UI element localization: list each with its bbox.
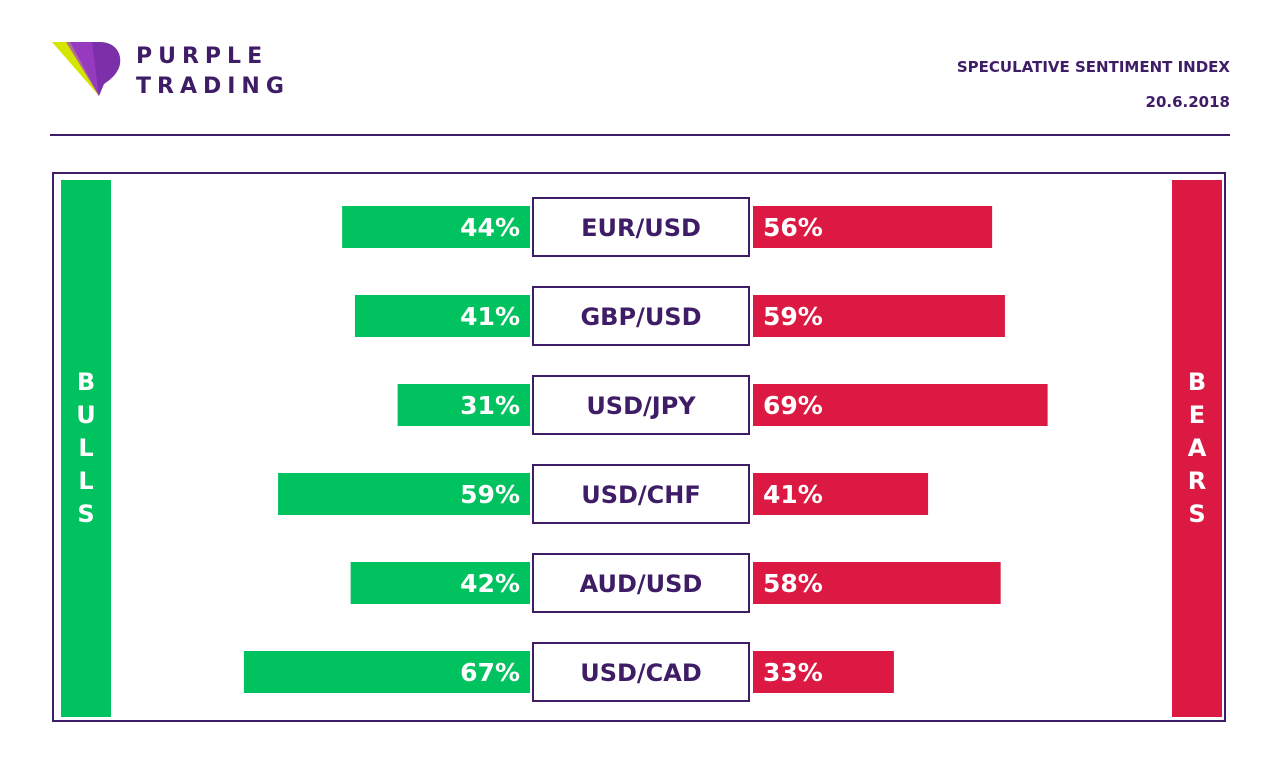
bull-bar <box>354 295 530 337</box>
bull-bar <box>342 206 530 248</box>
bull-bar <box>350 562 530 604</box>
brand-line-1: PURPLE <box>136 44 269 69</box>
bull-bar <box>397 384 530 426</box>
bear-bar <box>753 651 894 693</box>
purple-trading-logo-icon <box>52 42 121 96</box>
brand-name: PURPLE TRADING <box>136 42 290 102</box>
header-divider <box>50 134 1230 136</box>
pair-box <box>532 197 750 257</box>
bull-bar <box>278 473 530 515</box>
currency-pair-label: AUD/USD <box>580 570 703 598</box>
bull-value-label: 59% <box>460 480 520 509</box>
bear-value-label: 58% <box>763 569 823 598</box>
pair-box <box>532 553 750 613</box>
bull-value-label: 44% <box>460 213 520 242</box>
bull-value-label: 31% <box>460 391 520 420</box>
bear-bar <box>753 473 929 515</box>
pair-box <box>532 375 750 435</box>
bear-value-label: 69% <box>763 391 823 420</box>
currency-pair-label: GBP/USD <box>580 303 701 331</box>
bear-bar <box>753 295 1005 337</box>
currency-pair-label: USD/CHF <box>581 481 701 509</box>
report-title: SPECULATIVE SENTIMENT INDEX <box>956 58 1230 76</box>
brand-line-2: TRADING <box>136 74 290 99</box>
currency-pair-label: EUR/USD <box>581 214 701 242</box>
bear-bar <box>753 384 1048 426</box>
currency-pair-label: USD/JPY <box>586 392 696 420</box>
currency-pair-label: USD/CAD <box>580 659 702 687</box>
pair-box <box>532 642 750 702</box>
pair-box <box>532 464 750 524</box>
bear-value-label: 56% <box>763 213 823 242</box>
bear-value-label: 41% <box>763 480 823 509</box>
report-date: 20.6.2018 <box>1145 93 1230 111</box>
bull-bar <box>243 651 530 693</box>
bull-value-label: 42% <box>460 569 520 598</box>
bull-value-label: 67% <box>460 658 520 687</box>
bear-bar <box>753 206 993 248</box>
bull-value-label: 41% <box>460 302 520 331</box>
bear-bar <box>753 562 1001 604</box>
bear-value-label: 59% <box>763 302 823 331</box>
pair-box <box>532 286 750 346</box>
chart-frame <box>52 172 1226 722</box>
bear-value-label: 33% <box>763 658 823 687</box>
